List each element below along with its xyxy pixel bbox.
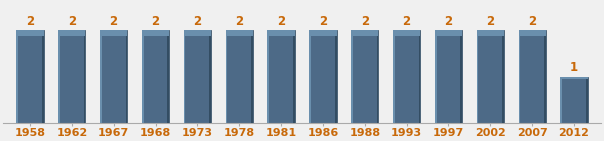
Bar [184,30,185,123]
Bar [544,30,546,123]
Bar [309,30,336,36]
Bar [100,30,101,123]
Bar [142,30,169,123]
Bar [58,30,60,123]
Bar [561,77,588,79]
Bar [393,30,394,123]
Bar [419,30,420,123]
Text: 2: 2 [445,15,452,28]
Bar [100,30,127,36]
Bar [268,30,269,123]
Bar [268,30,295,123]
Bar [503,30,504,123]
Bar [16,30,18,123]
Bar [435,30,462,36]
Bar [309,30,311,123]
Bar [477,30,504,123]
Text: 2: 2 [319,15,327,28]
Text: 2: 2 [361,15,369,28]
Bar [126,30,127,123]
Bar [586,77,588,123]
Bar [477,30,478,123]
Text: 1: 1 [570,61,578,74]
Bar [210,30,211,123]
Bar [226,30,253,36]
Bar [142,30,169,36]
Bar [435,30,462,123]
Bar [16,30,43,36]
Text: 2: 2 [277,15,285,28]
Bar [351,30,378,123]
Bar [58,30,85,36]
Text: 2: 2 [402,15,411,28]
Bar [226,30,253,123]
Bar [167,30,169,123]
Bar [519,30,546,123]
Bar [561,77,588,123]
Text: 2: 2 [235,15,243,28]
Bar [351,30,353,123]
Bar [377,30,378,123]
Bar [519,30,546,36]
Bar [142,30,144,123]
Bar [251,30,253,123]
Text: 2: 2 [193,15,202,28]
Text: 2: 2 [152,15,159,28]
Bar [184,30,211,36]
Text: 2: 2 [109,15,118,28]
Text: 2: 2 [68,15,76,28]
Bar [268,30,295,36]
Bar [335,30,336,123]
Bar [16,30,43,123]
Bar [184,30,211,123]
Bar [100,30,127,123]
Bar [561,77,562,123]
Bar [460,30,462,123]
Bar [84,30,85,123]
Bar [226,30,227,123]
Text: 2: 2 [486,15,495,28]
Bar [477,30,504,36]
Bar [519,30,520,123]
Bar [293,30,295,123]
Bar [393,30,420,36]
Bar [351,30,378,36]
Bar [393,30,420,123]
Text: 2: 2 [528,15,536,28]
Bar [42,30,43,123]
Bar [309,30,336,123]
Bar [58,30,85,123]
Bar [435,30,437,123]
Text: 2: 2 [26,15,34,28]
